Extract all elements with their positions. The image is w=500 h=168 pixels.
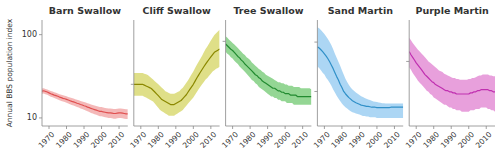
y-axis <box>409 20 410 126</box>
x-tick <box>232 126 233 129</box>
x-tick <box>175 126 176 129</box>
plot-area <box>134 30 220 116</box>
x-tick <box>250 126 251 129</box>
x-tick-label: 2000 <box>456 130 476 150</box>
panel: 19701980199020002010 Cliff Swallow <box>128 5 219 150</box>
figure: 1970198019902000201010100Barn SwallowAnn… <box>0 0 500 168</box>
y-tick <box>406 61 409 62</box>
x-tick-label: 2010 <box>107 130 127 150</box>
x-tick <box>451 126 452 129</box>
x-tick-label: 1980 <box>54 130 74 150</box>
x-tick-label: 2000 <box>181 130 201 150</box>
x-tick-label: 2010 <box>382 130 402 150</box>
confidence-band <box>134 30 220 116</box>
panel: 19701980199020002010 Purple Martin <box>404 5 495 150</box>
x-tick-label: 2000 <box>273 130 293 150</box>
x-axis <box>317 126 403 127</box>
panel-title: Sand Martin <box>328 5 393 16</box>
x-tick <box>341 126 342 129</box>
x-tick-label: 1990 <box>439 130 459 150</box>
x-tick-label: 1980 <box>329 130 349 150</box>
panel-title: Barn Swallow <box>49 5 121 16</box>
x-tick-label: 1970 <box>404 130 424 150</box>
x-tick <box>140 126 141 129</box>
plot-area <box>409 38 495 112</box>
panel: 19701980199020002010 10 100 Barn Swallow Ann… <box>5 5 128 150</box>
x-tick-label: 2000 <box>364 130 384 150</box>
y-tick <box>314 91 317 92</box>
x-tick <box>49 126 50 129</box>
y-tick <box>131 84 134 85</box>
y-tick <box>39 34 42 35</box>
trend-line <box>42 91 128 114</box>
x-tick <box>267 126 268 129</box>
x-tick <box>486 126 487 129</box>
x-tick <box>302 126 303 129</box>
x-tick <box>210 126 211 129</box>
x-tick-label: 1990 <box>72 130 92 150</box>
x-axis <box>409 126 495 127</box>
panel: 19701980199020002010 Tree Swallow <box>220 5 311 150</box>
x-tick <box>359 126 360 129</box>
panel-title: Cliff Swallow <box>143 5 212 16</box>
x-tick-label: 1970 <box>220 130 240 150</box>
x-axis <box>226 126 312 127</box>
x-tick-label: 1980 <box>421 130 441 150</box>
y-tick <box>39 117 42 118</box>
x-tick <box>285 126 286 129</box>
x-tick <box>101 126 102 129</box>
x-tick <box>324 126 325 129</box>
x-tick <box>394 126 395 129</box>
x-tick <box>416 126 417 129</box>
x-tick-label: 2010 <box>474 130 494 150</box>
confidence-band <box>409 38 495 112</box>
x-tick-label: 2010 <box>198 130 218 150</box>
confidence-band <box>226 36 312 104</box>
y-axis <box>133 20 134 126</box>
x-tick <box>84 126 85 129</box>
panel: 19701980199020002010 Sand Martin <box>312 5 403 150</box>
x-tick-label: 2000 <box>89 130 109 150</box>
x-tick <box>158 126 159 129</box>
plot-area <box>226 36 312 104</box>
x-tick-label: 1980 <box>238 130 258 150</box>
panel-title: Purple Martin <box>415 5 489 16</box>
y-tick <box>314 42 317 43</box>
trend-line <box>409 52 495 94</box>
x-tick-label: 1980 <box>146 130 166 150</box>
x-axis <box>134 126 220 127</box>
x-axis <box>42 126 128 127</box>
confidence-band <box>42 88 128 119</box>
x-tick <box>376 126 377 129</box>
x-tick-label: 2010 <box>290 130 310 150</box>
x-tick <box>468 126 469 129</box>
plot-area <box>317 27 403 118</box>
y-axis <box>42 20 43 126</box>
x-tick <box>119 126 120 129</box>
y-axis <box>225 20 226 126</box>
confidence-band <box>317 27 403 118</box>
x-tick <box>433 126 434 129</box>
y-tick <box>223 41 226 42</box>
y-axis-label: Annual BBS population index <box>5 18 14 127</box>
x-tick-label: 1990 <box>347 130 367 150</box>
y-tick-label: 10 <box>27 113 37 122</box>
trend-line <box>317 47 403 108</box>
x-tick-label: 1990 <box>255 130 275 150</box>
trend-line <box>134 49 220 105</box>
x-tick <box>193 126 194 129</box>
x-tick-label: 1990 <box>163 130 183 150</box>
plot-area <box>42 88 128 119</box>
y-axis <box>317 20 318 126</box>
trend-line <box>226 44 312 97</box>
x-tick <box>66 126 67 129</box>
x-tick-label: 1970 <box>128 130 148 150</box>
x-tick-label: 1970 <box>312 130 332 150</box>
panel-title: Tree Swallow <box>233 5 303 16</box>
y-tick-label: 100 <box>22 30 37 39</box>
x-tick-label: 1970 <box>37 130 57 150</box>
